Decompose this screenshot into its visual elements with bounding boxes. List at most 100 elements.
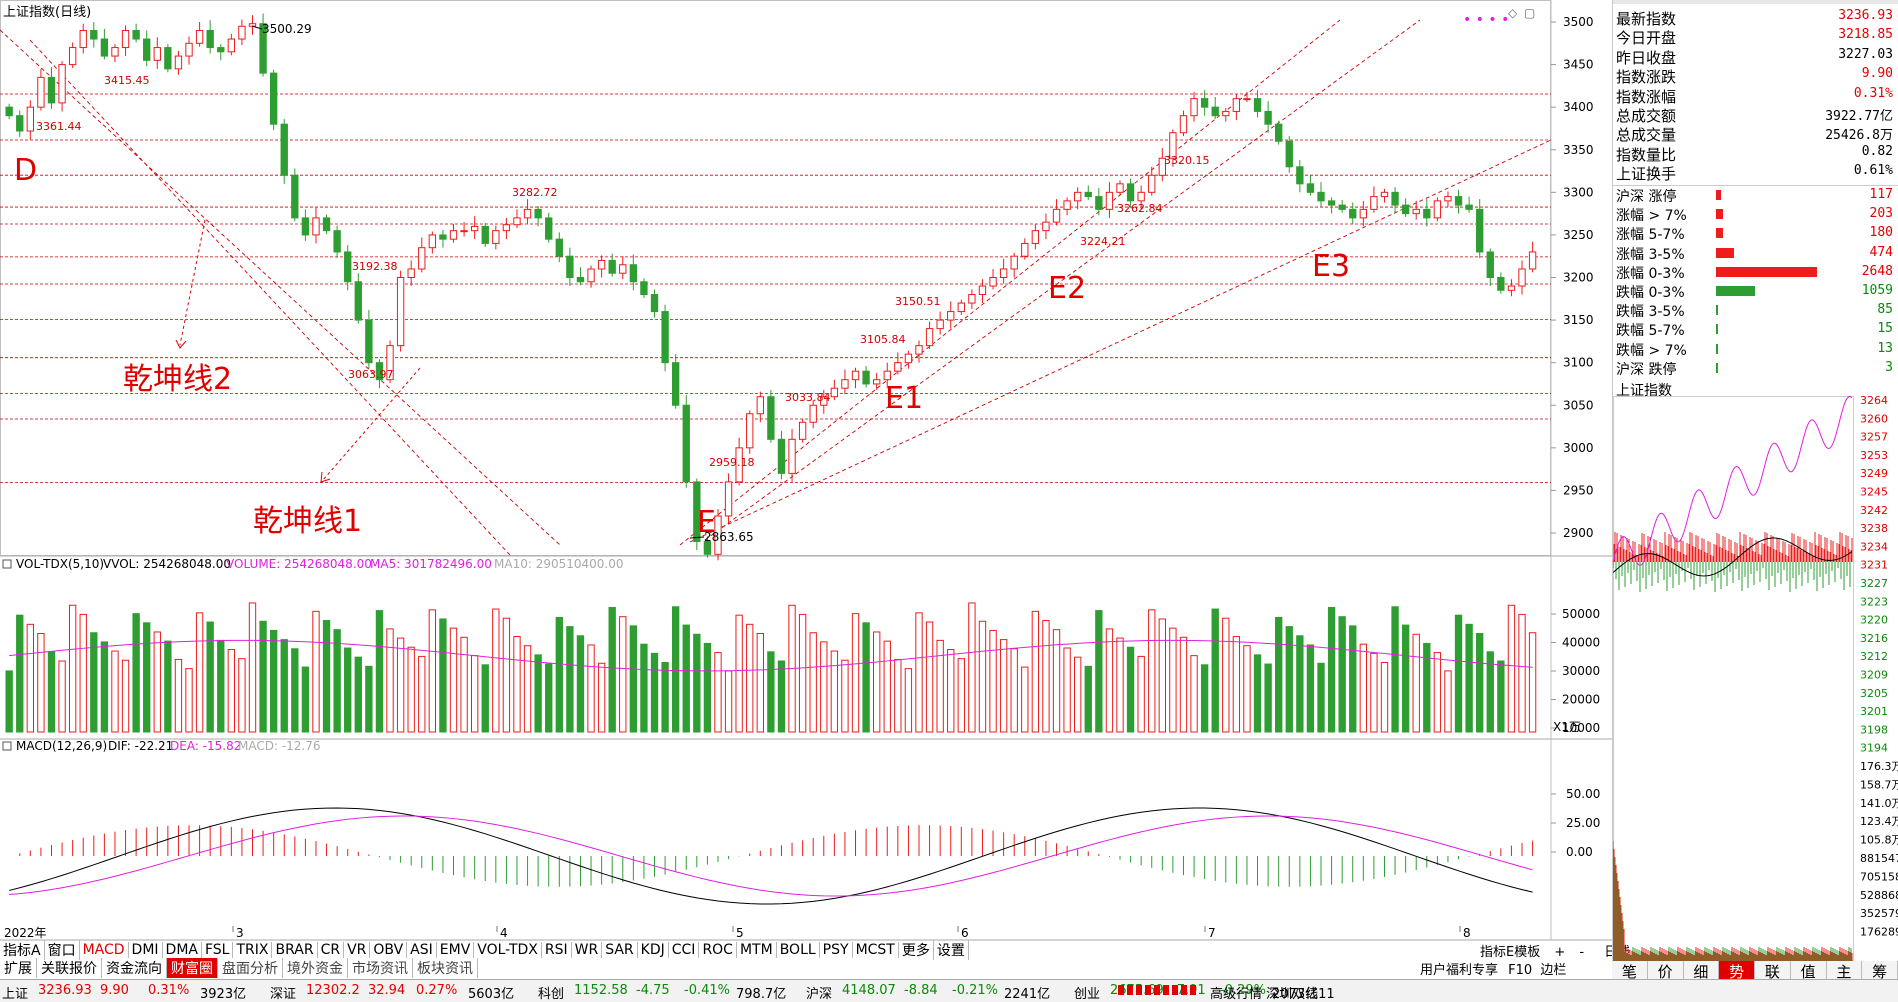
intraday-price-line (1613, 396, 1853, 566)
indicator-tab[interactable]: PSY (820, 942, 853, 958)
intraday-chart[interactable]: 3264 3260 3257 3253 3249 3245 3242 3238 3234 3231… (1613, 396, 1898, 962)
zoom-out-button[interactable]: - (1579, 945, 1585, 960)
candlesticks (5, 13, 1537, 561)
breadth-label: 涨幅 5-7% (1616, 227, 1685, 244)
indicator-tab[interactable]: RSI (542, 942, 572, 958)
candle-body (1074, 191, 1082, 202)
candle-body (671, 362, 680, 406)
volume-bar (735, 614, 743, 733)
volume-bar (1095, 610, 1103, 733)
volume-bar (365, 665, 373, 733)
indicator-tab[interactable]: 设置 (934, 940, 969, 960)
diamond-icon[interactable]: ◇ (1508, 6, 1518, 20)
sidebar-button[interactable]: 边栏 (1540, 963, 1567, 978)
quote-row: 指数涨幅 0.31% (1613, 86, 1898, 106)
candle-body (809, 404, 817, 423)
quote-row: 总成交额 3922.77亿 (1613, 105, 1898, 125)
indicator-tab[interactable]: SAR (602, 942, 638, 958)
indicator-tab[interactable]: MCST (853, 942, 899, 958)
volume-bar (640, 643, 648, 733)
indicator-tab[interactable]: DMA (163, 942, 202, 958)
price-tick-label: 3200 (1563, 271, 1594, 285)
restore-icon[interactable]: ▢ (1524, 6, 1535, 20)
right-tabs: 笔价细势联值主筹 (1612, 961, 1898, 981)
candle-body (830, 387, 839, 398)
f10-button[interactable]: F10 (1508, 963, 1533, 978)
volume-bar (1327, 607, 1336, 733)
indicator-tab[interactable]: FSL (202, 942, 234, 958)
indicator-tab[interactable]: CR (318, 942, 345, 958)
indicator-tab[interactable]: 更多 (899, 940, 934, 960)
breadth-row: 跌幅 0-3% 1059 (1613, 282, 1898, 301)
volume-bar (396, 637, 405, 733)
promo-link[interactable]: 用户福利专享 (1420, 963, 1499, 978)
indicator-tab[interactable]: OBV (370, 942, 408, 958)
breadth-value: 85 (1877, 302, 1893, 318)
status-item: 沪深 (806, 987, 833, 1002)
right-tab[interactable]: 主 (1827, 961, 1863, 981)
bottom-tab[interactable]: 境外资金 (283, 958, 348, 978)
indicator-tab[interactable]: MACD (80, 942, 129, 958)
volume-bar (1190, 655, 1198, 733)
bottom-tab[interactable]: 盘面分析 (218, 958, 283, 978)
bottom-tab[interactable]: 关联报价 (37, 958, 102, 978)
right-tab[interactable]: 联 (1755, 961, 1791, 981)
indicator-tab[interactable]: TRIX (233, 942, 273, 958)
volume-bar (407, 646, 415, 733)
breadth-bar (1716, 228, 1723, 239)
indicator-tab[interactable]: ASI (407, 942, 437, 958)
date-axis: 2022年 3 4 5 6 7 8 (4, 926, 1471, 940)
candle-body (915, 345, 923, 355)
indicator-tab[interactable]: BRAR (272, 942, 318, 958)
right-tab[interactable]: 值 (1791, 961, 1827, 981)
indicator-tab[interactable]: ROC (699, 942, 737, 958)
volume-bar (841, 659, 849, 733)
bottom-tab[interactable]: 市场资讯 (348, 958, 413, 978)
right-tab[interactable]: 细 (1684, 961, 1720, 981)
template-controls: 指标E模板 + - 日线 (1480, 941, 1630, 960)
volume-tick-label: 30000 (1562, 664, 1600, 678)
indicator-tab[interactable]: DMI (129, 942, 163, 958)
zoom-in-button[interactable]: + (1554, 945, 1566, 960)
indicator-tab[interactable]: VOL-TDX (474, 942, 542, 958)
candle-body (693, 481, 701, 543)
candle-body (79, 30, 87, 49)
volume-bar (354, 656, 362, 733)
bottom-tab[interactable]: 扩展 (0, 958, 37, 978)
indicator-tab[interactable]: 窗口 (45, 940, 80, 960)
right-tab[interactable]: 筹 (1862, 961, 1898, 981)
kline-chart-area[interactable]: 3415.45 3361.44 3282.72 3192.38 3063.97 3320.… (0, 0, 1612, 962)
volume-bar (915, 612, 923, 733)
volume-bar (1042, 620, 1050, 733)
candle-body (629, 264, 638, 283)
status-item: -0.29% (1220, 983, 1266, 998)
bottom-tab[interactable]: 财富圈 (167, 958, 218, 978)
indicator-tab[interactable]: EMV (437, 942, 475, 958)
candle-body (1095, 196, 1103, 210)
quote-panel-title-bar (1613, 0, 1898, 4)
indicator-tab[interactable]: BOLL (777, 942, 820, 958)
indicator-tab[interactable]: MTM (737, 942, 777, 958)
indicator-tab[interactable]: WR (572, 942, 603, 958)
qiankun-line-1-label: 乾坤线1 (253, 504, 362, 539)
indicator-template-button[interactable]: 指标E模板 (1480, 945, 1541, 960)
right-tab[interactable]: 价 (1648, 961, 1684, 981)
price-tick-label: 3100 (1563, 356, 1594, 370)
status-right-text[interactable]: 高级行情 深圳双线11 (1210, 987, 1335, 1002)
right-tab[interactable]: 势 (1719, 961, 1755, 981)
bottom-tab[interactable]: 资金流向 (102, 958, 167, 978)
indicator-tab[interactable]: KDJ (638, 942, 669, 958)
candle-body (1317, 191, 1325, 202)
indicator-tab[interactable]: CCI (669, 942, 700, 958)
price-tick-label: 3500 (1563, 15, 1594, 29)
indicator-tab[interactable]: VR (344, 942, 371, 958)
volume-bar (1528, 632, 1537, 733)
bottom-tab[interactable]: 板块资讯 (413, 958, 478, 978)
volume-bar (597, 662, 606, 733)
breadth-label: 沪深 涨停 (1616, 189, 1677, 205)
volume-bar (153, 631, 161, 733)
right-tab[interactable]: 笔 (1612, 961, 1648, 981)
indicator-tab[interactable]: 指标A (0, 940, 45, 960)
breadth-value: 2648 (1861, 263, 1893, 279)
quote-label: 指数涨跌 (1616, 68, 1677, 87)
